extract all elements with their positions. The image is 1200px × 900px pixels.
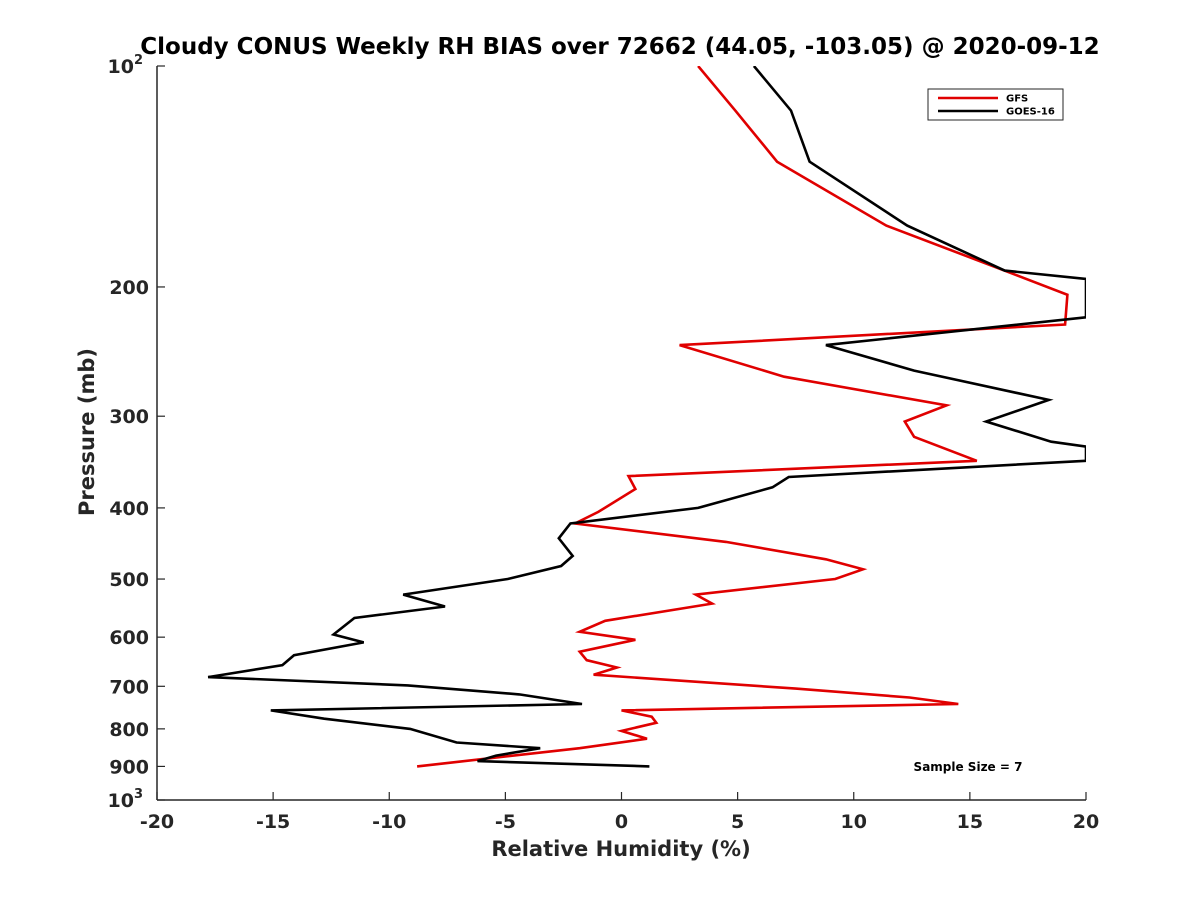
y-tick-label: 200	[109, 277, 149, 299]
x-tick-label: 5	[731, 811, 744, 833]
y-tick-label-base: 500	[109, 569, 149, 591]
axes: -20 -15 -10 -5 0 5 10 15 20102200300400500600700…	[108, 53, 1100, 833]
y-tick-label-base: 300	[109, 406, 149, 428]
series-line-goes-16	[207, 66, 1086, 768]
y-tick-label: 103	[108, 787, 144, 812]
y-tick-label-base: 600	[109, 627, 149, 649]
x-tick-label: -15	[256, 811, 290, 833]
y-tick-label-exponent: 2	[134, 53, 143, 68]
x-tick-label: 10	[841, 811, 867, 833]
x-tick-label: 0	[615, 811, 628, 833]
y-tick-label: 800	[109, 719, 149, 741]
y-tick-label-base: 900	[109, 756, 149, 778]
y-tick-label: 300	[109, 406, 149, 428]
x-tick-label: -5	[495, 811, 516, 833]
y-tick-label: 700	[109, 676, 149, 698]
y-tick-label: 400	[109, 498, 149, 520]
series-line-gfs	[416, 66, 1069, 768]
y-tick-label-exponent: 3	[134, 787, 143, 802]
legend-label: GFS	[1006, 94, 1028, 105]
y-tick-label-base: 10	[108, 790, 134, 812]
y-tick-label-base: 400	[109, 498, 149, 520]
x-tick-label: 20	[1073, 811, 1099, 833]
sample-size-annotation: Sample Size = 7	[914, 760, 1023, 774]
x-tick-label: 15	[957, 811, 983, 833]
y-tick-label-base: 800	[109, 719, 149, 741]
x-axis-label: Relative Humidity (%)	[491, 837, 750, 861]
legend-label: GOES-16	[1006, 107, 1055, 118]
legend: GFS GOES-16	[927, 88, 1064, 121]
x-tick-label: -20	[140, 811, 174, 833]
plot-area	[207, 66, 1086, 768]
y-tick-label-base: 200	[109, 277, 149, 299]
y-tick-label: 102	[108, 53, 144, 78]
y-tick-label: 600	[109, 627, 149, 649]
x-tick-label: -10	[372, 811, 406, 833]
y-tick-label-base: 700	[109, 676, 149, 698]
y-tick-label: 900	[109, 756, 149, 778]
y-axis-label: Pressure (mb)	[75, 348, 99, 516]
chart-title: Cloudy CONUS Weekly RH BIAS over 72662 (…	[140, 34, 1099, 60]
y-tick-label: 500	[109, 569, 149, 591]
legend-box	[927, 88, 1064, 121]
y-tick-label-base: 10	[108, 56, 134, 78]
